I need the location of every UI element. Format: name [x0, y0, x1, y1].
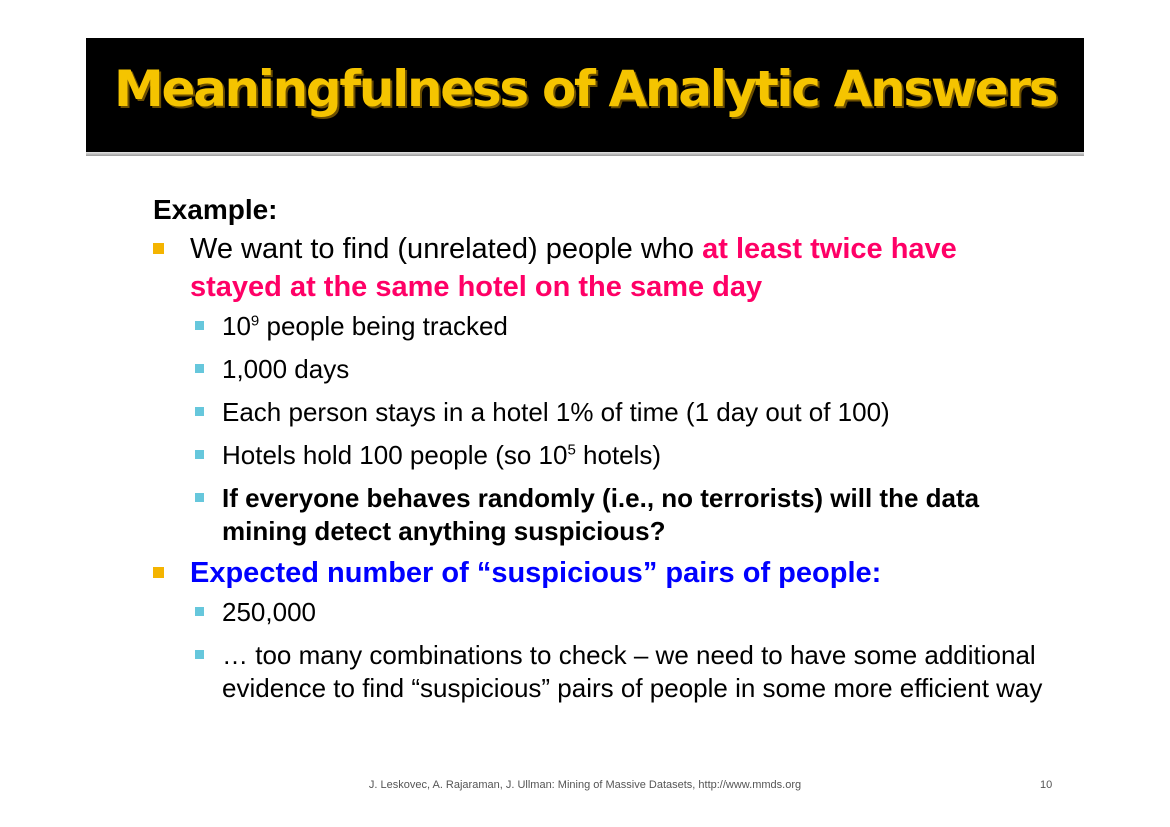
people-text: people being tracked [259, 311, 508, 341]
square-bullet-icon [195, 407, 204, 416]
square-bullet-icon [195, 321, 204, 330]
footer-citation: J. Leskovec, A. Rajaraman, J. Ullman: Mi… [368, 779, 802, 791]
sub-bullet-hotel-rate: Each person stays in a hotel 1% of time … [153, 396, 1053, 429]
bullet-expected: Expected number of “suspicious” pairs of… [153, 554, 1053, 592]
title-banner: Meaningfulness of Analytic Answers [86, 38, 1084, 152]
combinations-text: … too many combinations to check – we ne… [222, 640, 1043, 703]
goal-highlight: at least twice have stayed at the same h… [190, 233, 957, 303]
square-bullet-icon [195, 607, 204, 616]
example-heading: Example: [153, 194, 278, 225]
square-bullet-icon [195, 493, 204, 502]
square-bullet-icon [153, 567, 164, 578]
sub-bullet-question: If everyone behaves randomly (i.e., no t… [153, 482, 1053, 548]
goal-text: We want to find (unrelated) people who [190, 233, 703, 265]
count-text: 250,000 [222, 597, 316, 627]
square-bullet-icon [195, 364, 204, 373]
sub-bullet-days: 1,000 days [153, 353, 1053, 386]
hotels-text-pre: Hotels hold 100 people (so 10 [222, 440, 568, 470]
expected-text: Expected number of “suspicious” pairs of… [190, 557, 882, 589]
sub-bullet-people: 109 people being tracked [153, 310, 1053, 343]
square-bullet-icon [153, 243, 164, 254]
days-text: 1,000 days [222, 354, 350, 384]
people-exponent: 9 [250, 312, 260, 330]
question-text: If everyone behaves randomly (i.e., no t… [222, 483, 980, 546]
sub-bullet-combinations: … too many combinations to check – we ne… [153, 639, 1053, 705]
hotel-rate-text: Each person stays in a hotel 1% of time … [222, 397, 890, 427]
page-number: 10 [1040, 779, 1053, 791]
bullet-goal: We want to find (unrelated) people who a… [153, 230, 1053, 306]
hotels-text-post: hotels) [575, 440, 662, 470]
slide-body: Example: We want to find (unrelated) peo… [153, 194, 1053, 715]
people-base: 10 [222, 311, 251, 341]
square-bullet-icon [195, 450, 204, 459]
sub-bullet-count: 250,000 [153, 596, 1053, 629]
sub-bullet-hotels: Hotels hold 100 people (so 105 hotels) [153, 439, 1053, 472]
title-divider [86, 152, 1084, 156]
square-bullet-icon [195, 650, 204, 659]
slide-title: Meaningfulness of Analytic Answers [114, 60, 1058, 118]
hotels-exponent: 5 [567, 441, 576, 459]
